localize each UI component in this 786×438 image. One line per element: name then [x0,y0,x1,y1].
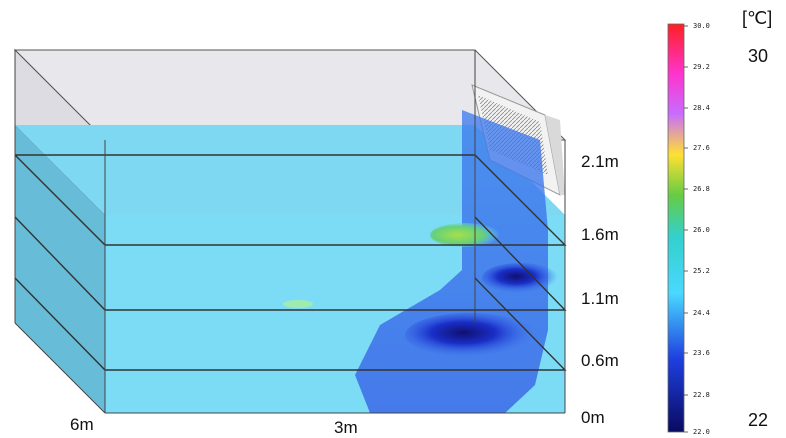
height-label-0m: 0m [581,408,605,427]
room-volume-left-face [15,125,105,413]
depth-label: 6m [70,415,94,434]
temperature-unit: [℃] [742,8,773,28]
colorbar-tick: 29.2 [693,63,710,71]
colorbar-tick: 30.0 [693,22,710,30]
colorbar-tick: 22.8 [693,391,710,399]
colorbar-tick: 26.8 [693,185,710,193]
temperature-colorbar [667,23,685,433]
colorbar-tick: 22.0 [693,428,710,436]
width-label: 3m [334,418,358,437]
colorbar-tick: 27.6 [693,144,710,152]
colorbar-tick: 25.2 [693,267,710,275]
height-label-1-6m: 1.6m [581,225,619,244]
colorbar-tick: 23.6 [693,349,710,357]
warm-zone-1-6m [430,223,500,247]
height-label-2-1m: 2.1m [581,152,619,171]
room-volume-top [15,125,565,215]
colorbar-tick: 28.4 [693,104,710,112]
colorbar-tick: 24.4 [693,309,710,317]
height-label-0-6m: 0.6m [581,351,619,370]
warm-spot-1-1m [283,300,313,308]
colorbar-max-label: 30 [748,46,769,66]
cold-zone-0-6m [405,313,535,357]
height-label-1-1m: 1.1m [581,289,619,308]
colorbar-min-label: 22 [748,410,769,430]
room-edges [14,50,566,414]
cold-zone-1-1m [482,263,558,293]
colorbar-ticks [684,25,688,433]
colorbar-tick: 26.0 [693,226,710,234]
